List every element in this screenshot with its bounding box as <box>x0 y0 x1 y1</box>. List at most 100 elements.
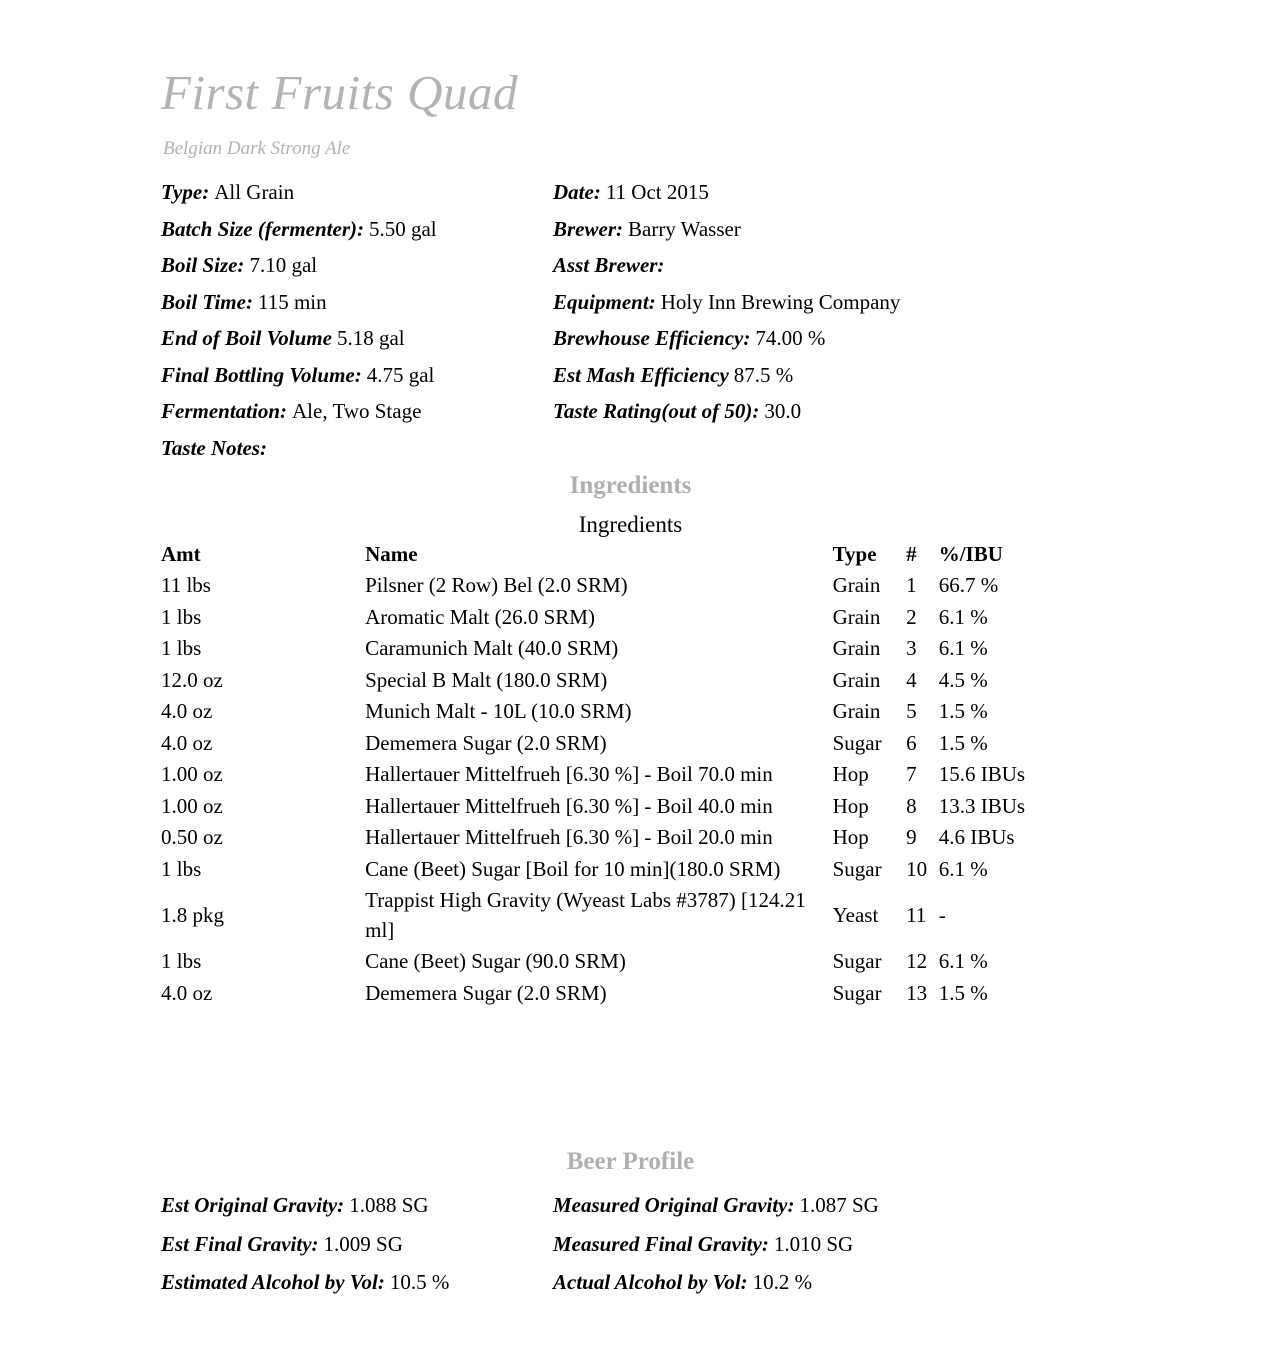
table-row: 11 lbs Pilsner (2 Row) Bel (2.0 SRM) Grain… <box>161 570 1051 602</box>
cell-name: Dememera Sugar (2.0 SRM) <box>365 980 607 1005</box>
recipe-detail-row: End of Boil Volume 5.18 gal <box>161 320 551 357</box>
recipe-detail-label: Brewhouse Efficiency: <box>553 326 751 350</box>
beer-profile-detail-row: Est Original Gravity: 1.088 SG <box>161 1186 551 1225</box>
ingredients-table-header-row: Amt Name Type # %/IBU <box>161 542 1051 570</box>
recipe-detail-label: Boil Size: <box>161 253 245 277</box>
column-header-type: Type <box>832 542 877 566</box>
cell-pct-ibu: 15.6 IBUs <box>938 762 1026 786</box>
recipe-detail-label: Final Bottling Volume: <box>161 362 362 387</box>
recipe-detail-label: Taste Rating(out of 50): <box>553 399 760 423</box>
recipe-detail-value: 11 Oct 2015 <box>605 180 709 204</box>
ingredients-table: Amt Name Type # %/IBU 11 lbs Pilsner (2 R… <box>161 542 1051 1009</box>
table-row: 1 lbs Aromatic Malt (26.0 SRM) Grain 2 6.1 % <box>161 602 1051 634</box>
cell-type: Grain <box>832 604 881 629</box>
recipe-detail-value: 4.75 gal <box>366 362 435 387</box>
recipe-details-left-column: Type: All Grain Batch Size (fermenter): 5.5… <box>161 174 551 466</box>
recipe-detail-row: Date: 11 Oct 2015 <box>553 174 1073 211</box>
column-header-num: # <box>906 542 917 566</box>
recipe-detail-value: 5.50 gal <box>368 216 437 241</box>
cell-name: Hallertauer Mittelfrueh [6.30 %] - Boil … <box>365 793 773 818</box>
cell-type: Grain <box>832 699 881 723</box>
recipe-detail-label: Taste Notes: <box>161 435 267 460</box>
recipe-detail-value: All Grain <box>214 180 295 204</box>
recipe-detail-value: 5.18 gal <box>336 326 405 350</box>
cell-name: Trappist High Gravity (Wyeast Labs #3787… <box>365 888 806 942</box>
beer-profile-left-column: Est Original Gravity: 1.088 SG Est Final G… <box>161 1186 551 1302</box>
recipe-detail-row: Taste Notes: <box>161 430 551 467</box>
cell-amt: 11 lbs <box>161 573 211 597</box>
ingredients-table-body: 11 lbs Pilsner (2 Row) Bel (2.0 SRM) Grain… <box>161 570 1051 1009</box>
beer-profile-detail-value: 10.5 % <box>389 1270 450 1294</box>
cell-type: Hop <box>832 762 869 786</box>
cell-num: 11 <box>906 902 927 927</box>
cell-name: Hallertauer Mittelfrueh [6.30 %] - Boil … <box>365 825 773 849</box>
recipe-title: First Fruits Quad <box>161 65 518 120</box>
recipe-detail-value: 7.10 gal <box>249 253 318 277</box>
cell-pct-ibu: 1.5 % <box>938 699 988 723</box>
beer-profile-detail-value: 1.009 SG <box>323 1231 403 1256</box>
beer-profile-detail-value: 1.010 SG <box>773 1231 854 1256</box>
cell-type: Yeast <box>832 902 879 927</box>
ingredients-section-heading: Ingredients <box>569 472 692 499</box>
recipe-detail-label: Type: <box>161 180 210 204</box>
recipe-detail-row: Type: All Grain <box>161 174 551 211</box>
cell-type: Sugar <box>832 949 882 973</box>
beer-profile-detail-label: Measured Original Gravity: <box>553 1193 795 1217</box>
table-row: 4.0 oz Dememera Sugar (2.0 SRM) Sugar 13 1.5… <box>161 978 1051 1010</box>
recipe-detail-label: Date: <box>553 180 601 204</box>
column-header-name: Name <box>365 542 418 566</box>
cell-name: Munich Malt - 10L (10.0 SRM) <box>365 699 632 723</box>
recipe-detail-row: Boil Size: 7.10 gal <box>161 247 551 284</box>
cell-amt: 1 lbs <box>161 636 202 660</box>
recipe-detail-row: Final Bottling Volume: 4.75 gal <box>161 357 551 394</box>
cell-type: Hop <box>832 793 869 818</box>
cell-type: Grain <box>832 573 881 597</box>
beer-profile-detail-row: Estimated Alcohol by Vol: 10.5 % <box>161 1263 551 1302</box>
beer-profile-detail-row: Actual Alcohol by Vol: 10.2 % <box>553 1263 1073 1302</box>
cell-type: Hop <box>832 825 869 849</box>
beer-profile-detail-label: Est Original Gravity: <box>161 1193 345 1217</box>
beer-profile-detail-label: Actual Alcohol by Vol: <box>553 1270 748 1294</box>
cell-type: Sugar <box>832 856 882 881</box>
cell-name: Hallertauer Mittelfrueh [6.30 %] - Boil … <box>365 762 773 786</box>
recipe-detail-row: Brewhouse Efficiency: 74.00 % <box>553 320 1073 357</box>
cell-type: Grain <box>832 667 881 692</box>
recipe-detail-row: Taste Rating(out of 50): 30.0 <box>553 393 1073 430</box>
table-row: 4.0 oz Munich Malt - 10L (10.0 SRM) Grain 5… <box>161 696 1051 728</box>
column-header-pct-ibu: %/IBU <box>938 542 1003 566</box>
beer-profile-detail-label: Est Final Gravity: <box>161 1231 319 1256</box>
cell-num: 7 <box>906 762 917 786</box>
recipe-detail-label: Equipment: <box>553 289 656 314</box>
cell-num: 2 <box>906 604 917 629</box>
recipe-style-subtitle: Belgian Dark Strong Ale <box>163 138 351 159</box>
recipe-detail-label: End of Boil Volume <box>161 326 332 350</box>
cell-pct-ibu: 6.1 % <box>938 604 988 629</box>
beer-profile-right-column: Measured Original Gravity: 1.087 SG Measur… <box>553 1186 1073 1302</box>
cell-type: Sugar <box>832 730 882 755</box>
recipe-detail-label: Fermentation: <box>161 399 288 423</box>
cell-num: 9 <box>906 825 917 849</box>
cell-amt: 12.0 oz <box>161 667 223 692</box>
table-row: 1 lbs Caramunich Malt (40.0 SRM) Grain 3 6.1… <box>161 633 1051 665</box>
ingredients-table-caption: Ingredients <box>578 512 683 537</box>
cell-pct-ibu: 6.1 % <box>938 636 988 660</box>
cell-pct-ibu: 1.5 % <box>938 980 988 1005</box>
cell-name: Dememera Sugar (2.0 SRM) <box>365 730 607 755</box>
recipe-detail-label: Asst Brewer: <box>553 253 665 277</box>
beer-profile-detail-row: Measured Original Gravity: 1.087 SG <box>553 1186 1073 1225</box>
table-row: 1.00 oz Hallertauer Mittelfrueh [6.30 %] … <box>161 791 1051 823</box>
cell-amt: 1.8 pkg <box>161 902 224 927</box>
column-header-amt: Amt <box>161 542 201 566</box>
cell-amt: 1 lbs <box>161 856 202 881</box>
table-row: 1 lbs Cane (Beet) Sugar (90.0 SRM) Sugar 12… <box>161 946 1051 978</box>
beer-profile-detail-row: Measured Final Gravity: 1.010 SG <box>553 1225 1073 1264</box>
recipe-detail-label: Batch Size (fermenter): <box>161 216 364 241</box>
beer-profile-detail-value: 1.087 SG <box>799 1193 879 1217</box>
cell-amt: 0.50 oz <box>161 825 223 849</box>
cell-pct-ibu: 6.1 % <box>938 949 988 973</box>
recipe-detail-row: Brewer: Barry Wasser <box>553 211 1073 248</box>
cell-name: Pilsner (2 Row) Bel (2.0 SRM) <box>365 573 628 597</box>
cell-pct-ibu: 6.1 % <box>938 856 988 881</box>
cell-type: Sugar <box>832 980 882 1005</box>
